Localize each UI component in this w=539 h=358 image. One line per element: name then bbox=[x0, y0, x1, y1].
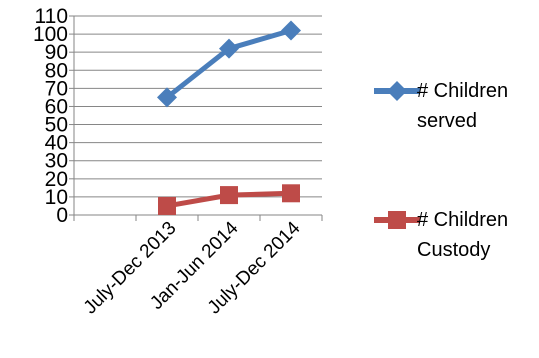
data-point-square bbox=[220, 186, 238, 205]
data-point-diamond bbox=[157, 87, 177, 108]
legend-label-served: # Children served bbox=[417, 76, 539, 136]
y-tick-label: 60 bbox=[45, 95, 68, 118]
y-tick-label: 110 bbox=[35, 5, 68, 28]
legend-marker-served bbox=[374, 81, 420, 101]
legend-label-served-line1: # Children bbox=[417, 80, 509, 102]
y-tick-label: 80 bbox=[45, 59, 68, 82]
y-tick-label: 30 bbox=[45, 150, 68, 173]
data-point-diamond bbox=[219, 38, 239, 59]
data-point-square bbox=[282, 184, 300, 203]
y-tick-label: 0 bbox=[56, 204, 68, 227]
y-tick-label: 20 bbox=[45, 168, 68, 191]
data-point-square bbox=[158, 196, 176, 215]
legend-label-custody-line1: # Children bbox=[417, 209, 509, 231]
y-tick-label: 90 bbox=[45, 41, 68, 64]
y-tick-label: 50 bbox=[45, 114, 68, 137]
y-tick-label: 10 bbox=[45, 186, 68, 209]
y-tick-label: 40 bbox=[45, 132, 68, 155]
legend-label-served-line2: served bbox=[417, 110, 478, 132]
legend-label-custody-line2: Custody bbox=[417, 239, 491, 261]
data-point-diamond bbox=[281, 20, 301, 41]
y-tick-label: 100 bbox=[33, 23, 68, 46]
y-tick-label: 70 bbox=[45, 77, 68, 100]
legend-label-custody: # Children Custody bbox=[417, 205, 539, 265]
legend-marker-custody bbox=[374, 211, 420, 229]
